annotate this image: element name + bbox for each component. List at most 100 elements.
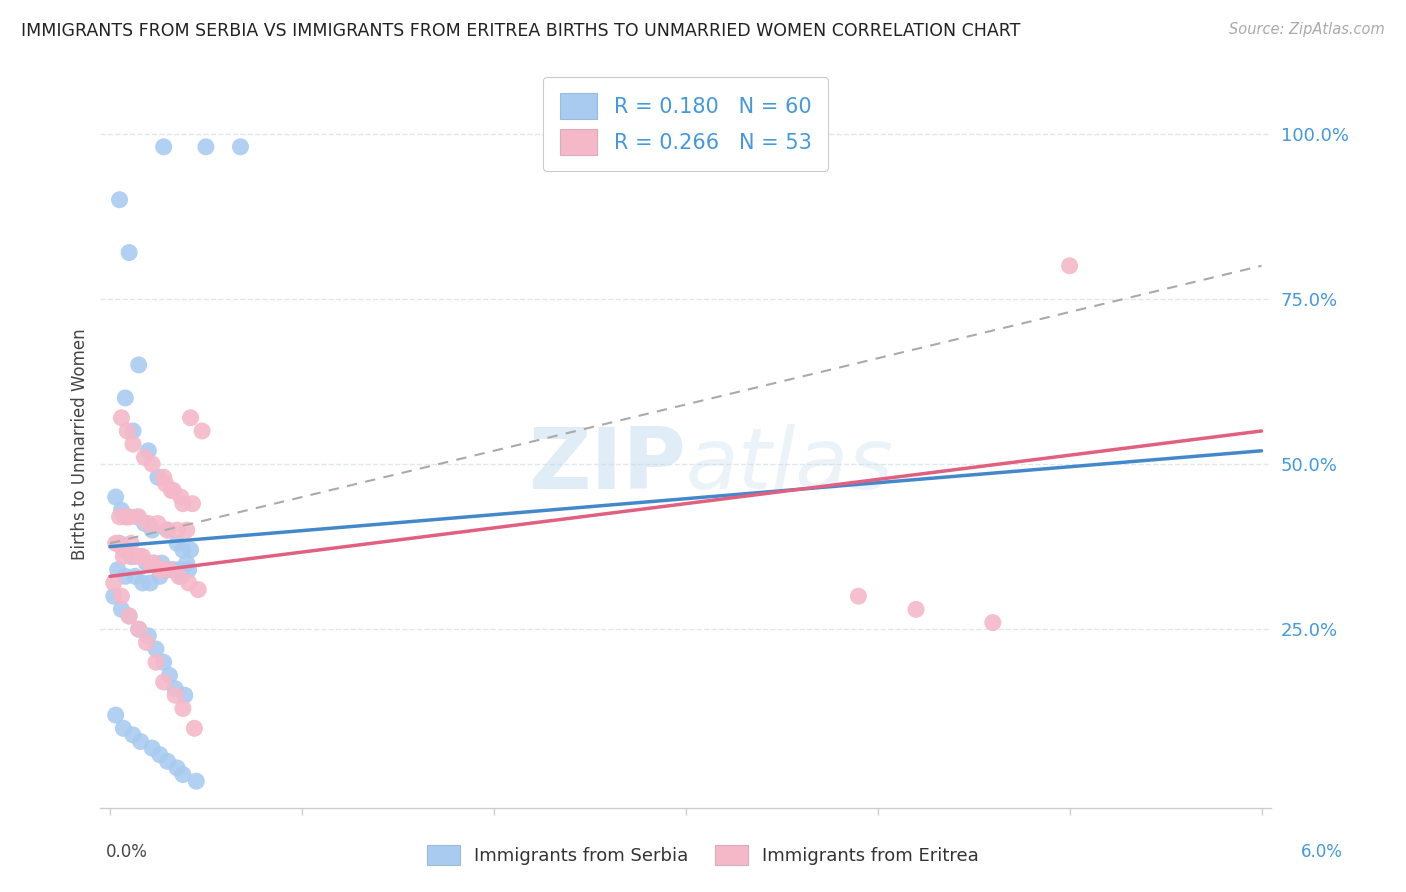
Point xyxy=(104,536,127,550)
Point xyxy=(173,688,195,702)
Point xyxy=(150,563,173,577)
Point xyxy=(129,549,152,564)
Point xyxy=(141,523,163,537)
Point xyxy=(110,602,132,616)
Point xyxy=(135,635,157,649)
Point xyxy=(172,701,194,715)
Point xyxy=(149,747,172,762)
Point xyxy=(135,556,157,570)
Point xyxy=(162,483,184,498)
Point xyxy=(176,556,198,570)
Point xyxy=(170,569,193,583)
Text: IMMIGRANTS FROM SERBIA VS IMMIGRANTS FROM ERITREA BIRTHS TO UNMARRIED WOMEN CORR: IMMIGRANTS FROM SERBIA VS IMMIGRANTS FRO… xyxy=(21,22,1021,40)
Point xyxy=(145,642,167,657)
Text: atlas: atlas xyxy=(686,425,894,508)
Point xyxy=(150,556,173,570)
Point xyxy=(165,688,187,702)
Point xyxy=(981,615,1004,630)
Point xyxy=(128,622,150,636)
Point xyxy=(114,542,136,557)
Point xyxy=(141,741,163,756)
Point xyxy=(124,569,146,583)
Legend: Immigrants from Serbia, Immigrants from Eritrea: Immigrants from Serbia, Immigrants from … xyxy=(418,836,988,874)
Legend: R = 0.180   N = 60, R = 0.266   N = 53: R = 0.180 N = 60, R = 0.266 N = 53 xyxy=(543,77,828,171)
Point xyxy=(165,681,187,696)
Point xyxy=(122,437,145,451)
Point xyxy=(162,563,184,577)
Point xyxy=(129,734,152,748)
Point xyxy=(159,563,181,577)
Point xyxy=(156,523,179,537)
Point xyxy=(905,602,928,616)
Point xyxy=(152,470,174,484)
Point xyxy=(128,509,150,524)
Y-axis label: Births to Unmarried Women: Births to Unmarried Women xyxy=(72,328,89,560)
Point xyxy=(118,245,141,260)
Point xyxy=(122,424,145,438)
Point xyxy=(114,569,136,583)
Point xyxy=(104,708,127,723)
Point xyxy=(131,549,153,564)
Point xyxy=(186,774,208,789)
Point xyxy=(110,589,132,603)
Point xyxy=(134,516,156,531)
Point xyxy=(131,576,153,591)
Point xyxy=(122,728,145,742)
Point xyxy=(118,609,141,624)
Point xyxy=(115,509,138,524)
Point xyxy=(108,536,131,550)
Point xyxy=(172,767,194,781)
Point xyxy=(128,622,150,636)
Point xyxy=(152,675,174,690)
Point xyxy=(112,549,135,564)
Point xyxy=(176,523,198,537)
Point xyxy=(149,563,172,577)
Point xyxy=(146,516,169,531)
Point xyxy=(152,140,174,154)
Text: 6.0%: 6.0% xyxy=(1301,843,1343,861)
Point xyxy=(166,761,188,775)
Point xyxy=(143,556,166,570)
Point xyxy=(118,509,141,524)
Point xyxy=(181,497,204,511)
Point xyxy=(159,668,181,682)
Point xyxy=(114,391,136,405)
Point xyxy=(155,476,177,491)
Text: Source: ZipAtlas.com: Source: ZipAtlas.com xyxy=(1229,22,1385,37)
Point xyxy=(145,655,167,669)
Point xyxy=(172,542,194,557)
Point xyxy=(149,569,172,583)
Point xyxy=(103,589,125,603)
Point xyxy=(177,563,200,577)
Point xyxy=(112,722,135,736)
Point xyxy=(156,523,179,537)
Point xyxy=(229,140,252,154)
Point xyxy=(146,470,169,484)
Point xyxy=(136,443,159,458)
Point xyxy=(172,497,194,511)
Point xyxy=(143,556,166,570)
Point xyxy=(177,576,200,591)
Point xyxy=(1059,259,1081,273)
Point xyxy=(191,424,214,438)
Point xyxy=(125,509,148,524)
Point xyxy=(848,589,870,603)
Point xyxy=(114,509,136,524)
Point xyxy=(108,193,131,207)
Point xyxy=(124,549,146,564)
Point xyxy=(187,582,209,597)
Point xyxy=(167,569,190,583)
Point xyxy=(129,549,152,564)
Text: 0.0%: 0.0% xyxy=(105,843,148,861)
Point xyxy=(120,549,142,564)
Point xyxy=(194,140,217,154)
Point xyxy=(166,523,188,537)
Point xyxy=(183,722,205,736)
Point xyxy=(120,536,142,550)
Point xyxy=(170,490,193,504)
Point xyxy=(108,509,131,524)
Point xyxy=(167,563,190,577)
Point xyxy=(110,503,132,517)
Point xyxy=(128,358,150,372)
Point xyxy=(136,516,159,531)
